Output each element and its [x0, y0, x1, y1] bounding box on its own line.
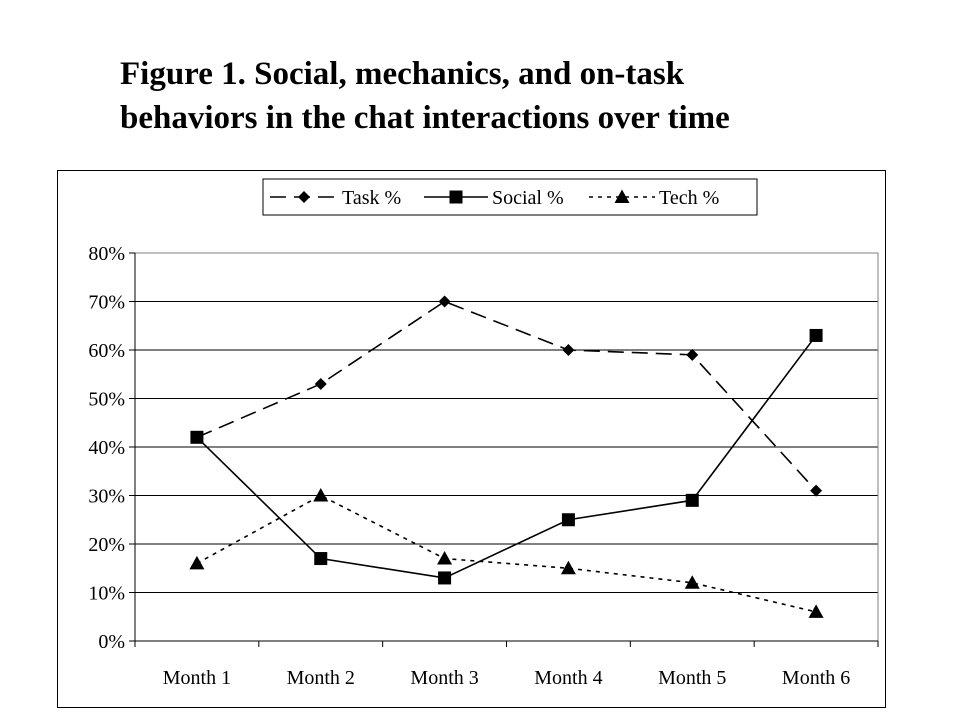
data-point: [562, 344, 575, 356]
series-line: [196, 334, 817, 579]
series-line: [196, 300, 817, 492]
x-axis: Month 1 Month 2 Month 3 Month 4 Month 5 Month…: [134, 640, 879, 689]
series-lines: [196, 300, 817, 613]
y-tick-label: 60%: [88, 340, 125, 362]
y-tick-label: 80%: [88, 243, 125, 265]
legend-label: Tech %: [659, 187, 719, 209]
data-point: [313, 488, 329, 502]
data-point: [685, 493, 699, 507]
data-point: [808, 604, 824, 618]
legend-label: Task %: [342, 187, 401, 209]
data-point: [561, 513, 575, 527]
x-tick-label: Month 4: [534, 667, 602, 689]
data-point: [190, 430, 204, 444]
chart-frame: [57, 170, 886, 708]
gridlines: [135, 252, 878, 593]
data-point: [809, 328, 823, 342]
data-point: [437, 551, 453, 565]
data-point: [560, 560, 576, 575]
legend-marker: [614, 189, 630, 203]
y-tick-label: 20%: [88, 534, 125, 556]
legend: Task % Social % Tech %: [262, 178, 758, 216]
y-axis: 0% 10% 20% 30% 40% 50% 60% 70% 80%: [88, 243, 136, 653]
chart-title-line-2: behaviors in the chat interactions over …: [120, 100, 730, 136]
y-tick-label: 10%: [88, 583, 125, 605]
data-point: [189, 555, 205, 570]
legend-marker: [298, 191, 310, 203]
chart-title: Figure 1. Social, mechanics, and on-task…: [120, 52, 920, 140]
data-point: [438, 571, 452, 585]
data-point: [314, 377, 327, 390]
y-tick-label: 30%: [88, 486, 125, 508]
x-tick-label: Month 1: [163, 667, 231, 689]
data-point: [684, 575, 700, 589]
y-tick-label: 40%: [88, 437, 125, 459]
y-tick-label: 0%: [98, 631, 125, 653]
x-tick-label: Month 5: [658, 667, 726, 689]
x-tick-label: Month 6: [782, 667, 850, 689]
y-tick-label: 70%: [88, 292, 125, 314]
y-tick-label: 50%: [88, 389, 125, 411]
x-tick-label: Month 2: [287, 667, 355, 689]
chart-title-line-1: Figure 1. Social, mechanics, and on-task: [120, 56, 685, 92]
x-tick-label: Month 3: [410, 667, 478, 689]
legend-box: [262, 178, 758, 216]
data-point: [438, 295, 451, 308]
legend-marker: [449, 190, 463, 204]
series-line: [196, 494, 817, 613]
legend-label: Social %: [492, 187, 564, 209]
data-point: [314, 552, 328, 566]
data-point: [810, 484, 823, 497]
data-point: [686, 348, 699, 361]
series-markers: [189, 295, 824, 618]
